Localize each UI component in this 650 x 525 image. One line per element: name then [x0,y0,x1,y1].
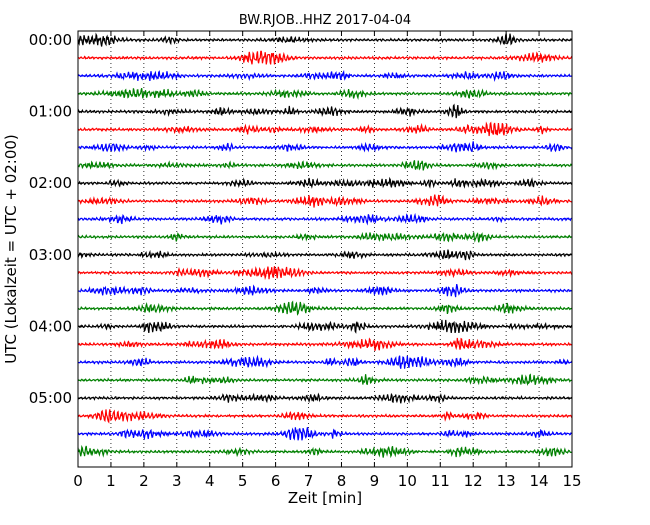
y-axis-label: UTC (Lokalzeit = UTC + 02:00) [2,134,20,364]
seismogram-trace-2 [77,50,573,65]
seismogram-trace-9 [77,176,573,189]
x-axis-label: Zeit [min] [288,489,362,507]
seismogram-trace-21 [77,392,573,404]
seismogram-trace-8 [77,160,573,171]
x-tick-label: 6 [271,472,281,490]
x-tick-label: 4 [205,472,215,490]
y-tick-label: 01:00 [29,103,72,121]
seismogram-traces [77,32,573,459]
seismogram-trace-14 [77,266,573,281]
x-tick-label: 7 [304,472,314,490]
x-tick-label: 5 [238,472,248,490]
x-tick-label: 3 [172,472,182,490]
seismogram-trace-18 [77,337,573,351]
y-axis-ticks: 00:00 01:00 02:00 03:00 04:00 05:00 [29,31,572,407]
y-tick-label: 00:00 [29,31,72,49]
x-tick-label: 11 [431,472,450,490]
x-tick-label: 15 [562,472,581,490]
seismogram-trace-1 [77,32,573,47]
seismogram-trace-24 [77,444,573,459]
seismogram-trace-23 [77,427,573,441]
y-tick-label: 03:00 [29,246,72,264]
seismogram-trace-20 [77,373,573,386]
y-tick-label: 02:00 [29,174,72,192]
x-tick-label: 0 [73,472,83,490]
seismogram-trace-6 [77,121,573,137]
x-tick-label: 14 [530,472,549,490]
x-tick-label: 1 [106,472,116,490]
seismogram-trace-16 [77,300,573,316]
seismogram-trace-5 [77,103,573,119]
seismogram-trace-15 [77,283,573,298]
seismogram-trace-7 [77,141,573,153]
plot-frame [77,30,573,468]
x-tick-label: 9 [370,472,380,490]
x-tick-label: 13 [497,472,516,490]
seismogram-trace-3 [77,69,573,82]
seismogram-trace-13 [77,249,573,261]
x-tick-label: 12 [464,472,483,490]
seismogram-trace-10 [77,194,573,208]
x-tick-label: 10 [398,472,417,490]
seismogram-trace-12 [77,231,573,243]
seismogram-trace-17 [77,319,573,334]
chart-title: BW.RJOB..HHZ 2017-04-04 [239,13,411,28]
seismogram-trace-11 [77,212,573,226]
x-axis-ticks: 0 1 2 3 4 5 6 7 8 9 10 11 12 13 14 15 [73,31,582,490]
seismogram-trace-4 [77,88,573,100]
seismogram-trace-19 [77,354,573,369]
y-tick-label: 04:00 [29,317,72,335]
seismogram-trace-22 [77,409,573,424]
vertical-grid [110,31,540,467]
y-tick-label: 05:00 [29,389,72,407]
x-tick-label: 8 [337,472,347,490]
x-tick-label: 2 [139,472,149,490]
